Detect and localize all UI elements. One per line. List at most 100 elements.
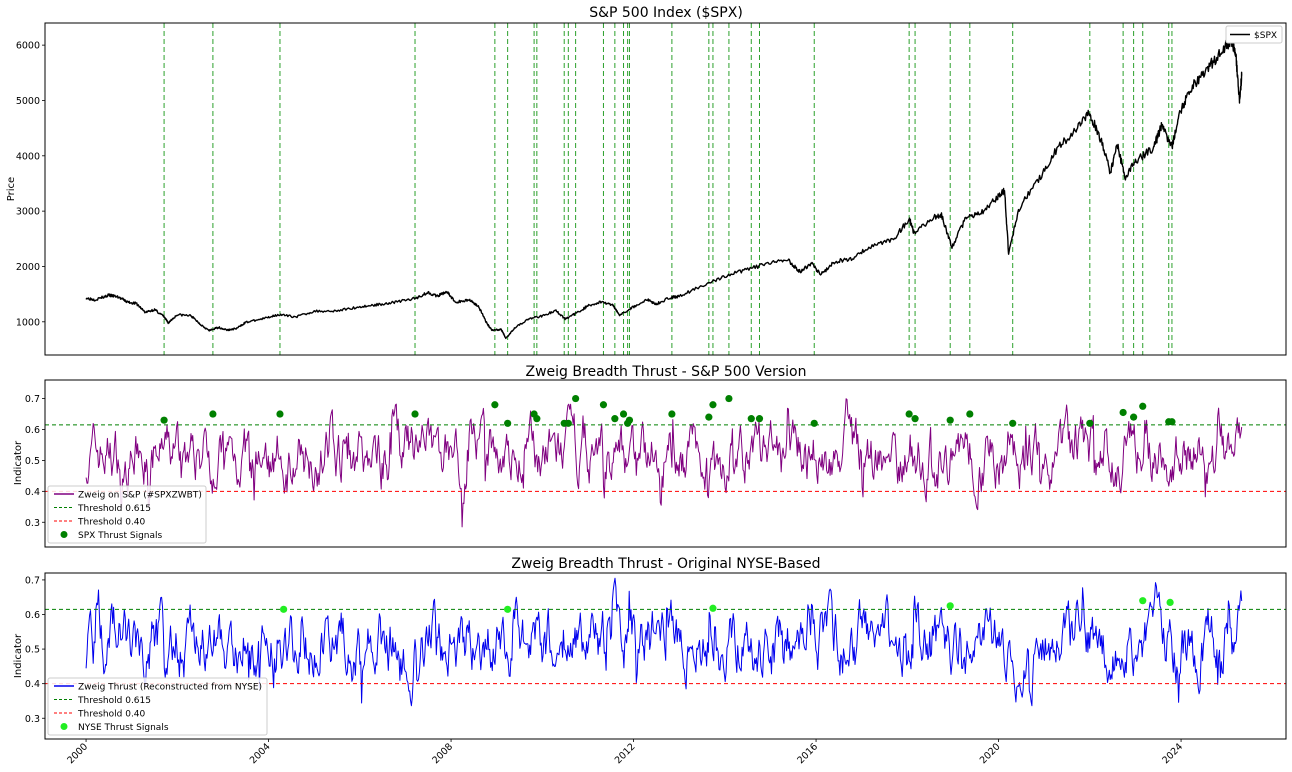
sp-zweig-signal-dot bbox=[160, 416, 168, 424]
sp-zweig-signal-dot bbox=[276, 410, 284, 418]
sp-zweig-y-tick-label: 0.5 bbox=[25, 456, 40, 467]
sp-zweig-legend-label-line: Zweig on S&P (#SPXZWBT) bbox=[78, 491, 202, 501]
sp-zweig-y-tick-label: 0.6 bbox=[25, 425, 40, 436]
sp-zweig-signal-dot bbox=[572, 394, 580, 403]
sp-zweig-legend-label-lo: Threshold 0.40 bbox=[77, 518, 146, 528]
sp-zweig-signal-dot bbox=[709, 401, 717, 409]
x-tick-label: 2016 bbox=[795, 741, 820, 766]
nyse-zweig-y-tick-label: 0.4 bbox=[25, 679, 40, 690]
sp-zweig-signal-dot bbox=[564, 419, 572, 427]
sp-zweig-signal-dot bbox=[533, 415, 541, 423]
price-plot-frame bbox=[44, 22, 1287, 356]
sp-zweig-signal-dot bbox=[966, 410, 974, 418]
sp-zweig-y-tick-label: 0.7 bbox=[25, 394, 40, 405]
sp-zweig-signal-dot bbox=[491, 401, 499, 409]
nyse-zweig-y-ticks: 0.3 0.4 0.5 0.6 0.7 bbox=[25, 575, 45, 725]
price-legend: $SPX bbox=[1225, 25, 1283, 44]
sp-zweig-legend-box bbox=[47, 485, 207, 544]
price-legend-label: $SPX bbox=[1254, 31, 1277, 41]
sp-zweig-signal-dot bbox=[946, 416, 954, 424]
x-tick-label: 2000 bbox=[65, 741, 90, 766]
sp-zweig-signal-dot bbox=[625, 416, 634, 424]
nyse-zweig-plot-frame bbox=[44, 572, 1287, 740]
nyse-zweig-signal-dot bbox=[1139, 597, 1147, 605]
price-y-ticks: 1000 2000 3000 4000 5000 6000 bbox=[16, 41, 45, 328]
sp-zweig-legend-swatch-dot bbox=[60, 531, 68, 538]
price-y-tick-label: 2000 bbox=[16, 262, 40, 273]
sp-zweig-signal-dot bbox=[599, 401, 608, 409]
sp-zweig-signal-dot bbox=[905, 410, 913, 418]
sp-zweig-signal-dot bbox=[1086, 419, 1094, 427]
sp-zweig-signal-dot bbox=[209, 410, 217, 418]
price-y-tick-label: 6000 bbox=[16, 41, 40, 52]
price-chart-title: S&P 500 Index ($SPX) bbox=[589, 5, 743, 21]
nyse-zweig-y-label: Indicator bbox=[13, 633, 24, 678]
sp-zweig-signal-dot bbox=[725, 394, 733, 403]
sp-zweig-legend-label-hi: Threshold 0.615 bbox=[77, 504, 151, 514]
nyse-zweig-legend-swatch-dot bbox=[60, 723, 68, 730]
sp-zweig-y-tick-label: 0.4 bbox=[25, 487, 40, 498]
sp-zweig-legend-label-dot: SPX Thrust Signals bbox=[78, 531, 162, 541]
x-tick-label: 2004 bbox=[248, 741, 273, 766]
sp-zweig-signal-dot bbox=[619, 410, 628, 418]
sp-zweig-y-label: Indicator bbox=[13, 440, 24, 485]
x-axis-ticks: 2000 2004 2008 2012 2016 2020 2024 bbox=[65, 739, 1185, 766]
nyse-zweig-signal-dot bbox=[504, 605, 512, 613]
sp-zweig-signal-dot bbox=[611, 415, 619, 423]
nyse-zweig-title: Zweig Breadth Thrust - Original NYSE-Bas… bbox=[511, 556, 820, 572]
price-legend-box bbox=[1225, 25, 1283, 44]
spx-price-line bbox=[85, 35, 1243, 340]
price-y-tick-label: 1000 bbox=[16, 317, 40, 328]
sp-zweig-panel: Zweig Breadth Thrust - S&P 500 Version 0… bbox=[13, 364, 1287, 548]
price-y-label: Price bbox=[6, 177, 17, 201]
sp-zweig-signal-dot bbox=[1168, 418, 1176, 426]
nyse-zweig-legend-label-dot: NYSE Thrust Signals bbox=[78, 723, 169, 733]
sp-zweig-signal-dot bbox=[1130, 413, 1138, 421]
price-panel: S&P 500 Index ($SPX) 1000 2000 3000 4000 500… bbox=[6, 5, 1287, 356]
sp-zweig-signal-dot bbox=[1119, 408, 1127, 417]
price-signal-lines bbox=[163, 23, 1173, 355]
sp-zweig-legend: Zweig on S&P (#SPXZWBT) Threshold 0.615 … bbox=[47, 485, 207, 544]
sp-zweig-signal-dot bbox=[747, 415, 755, 423]
sp-zweig-signal-dot bbox=[1009, 419, 1017, 427]
nyse-zweig-legend-label-hi: Threshold 0.615 bbox=[77, 696, 151, 706]
nyse-zweig-legend-box bbox=[47, 677, 268, 736]
sp-zweig-signal-dot bbox=[411, 410, 419, 418]
x-tick-label: 2012 bbox=[613, 741, 638, 766]
nyse-zweig-signal-dot bbox=[946, 602, 954, 610]
nyse-zweig-signal-dots bbox=[280, 597, 1174, 613]
nyse-zweig-legend: Zweig Thrust (Reconstructed from NYSE) T… bbox=[47, 677, 268, 736]
sp-zweig-signal-dot bbox=[755, 415, 764, 423]
sp-zweig-signal-dot bbox=[1139, 402, 1147, 410]
nyse-zweig-legend-label-lo: Threshold 0.40 bbox=[77, 710, 146, 720]
sp-zweig-signal-dot bbox=[810, 419, 818, 427]
x-tick-label: 2024 bbox=[1160, 741, 1185, 766]
nyse-zweig-y-tick-label: 0.7 bbox=[25, 575, 40, 586]
sp-zweig-plot-frame bbox=[44, 379, 1287, 548]
sp-zweig-title: Zweig Breadth Thrust - S&P 500 Version bbox=[526, 364, 807, 380]
sp-zweig-signal-dot bbox=[668, 410, 676, 418]
nyse-zweig-signal-dot bbox=[709, 604, 717, 612]
sp-zweig-signal-dot bbox=[504, 419, 512, 427]
sp-zweig-thresholds bbox=[45, 424, 1286, 492]
nyse-zweig-legend-label-line: Zweig Thrust (Reconstructed from NYSE) bbox=[78, 683, 262, 693]
nyse-zweig-panel: Zweig Breadth Thrust - Original NYSE-Bas… bbox=[13, 556, 1287, 766]
price-y-tick-label: 5000 bbox=[16, 96, 40, 107]
x-tick-label: 2008 bbox=[430, 741, 455, 766]
price-y-tick-label: 4000 bbox=[16, 151, 40, 162]
nyse-zweig-line bbox=[85, 577, 1243, 707]
nyse-zweig-y-tick-label: 0.5 bbox=[25, 645, 40, 656]
sp-zweig-signal-dot bbox=[705, 413, 713, 421]
price-y-tick-label: 3000 bbox=[16, 207, 40, 218]
sp-zweig-y-ticks: 0.3 0.4 0.5 0.6 0.7 bbox=[25, 394, 45, 529]
sp-zweig-y-tick-label: 0.3 bbox=[25, 518, 40, 529]
nyse-zweig-signal-dot bbox=[280, 605, 288, 613]
sp-zweig-line bbox=[85, 398, 1243, 528]
nyse-zweig-y-tick-label: 0.6 bbox=[25, 610, 40, 621]
sp-zweig-signal-dots bbox=[160, 394, 1176, 427]
nyse-zweig-y-tick-label: 0.3 bbox=[25, 714, 40, 725]
x-tick-label: 2020 bbox=[978, 741, 1003, 766]
nyse-zweig-signal-dot bbox=[1166, 598, 1174, 606]
sp-zweig-signal-dot bbox=[911, 415, 919, 423]
